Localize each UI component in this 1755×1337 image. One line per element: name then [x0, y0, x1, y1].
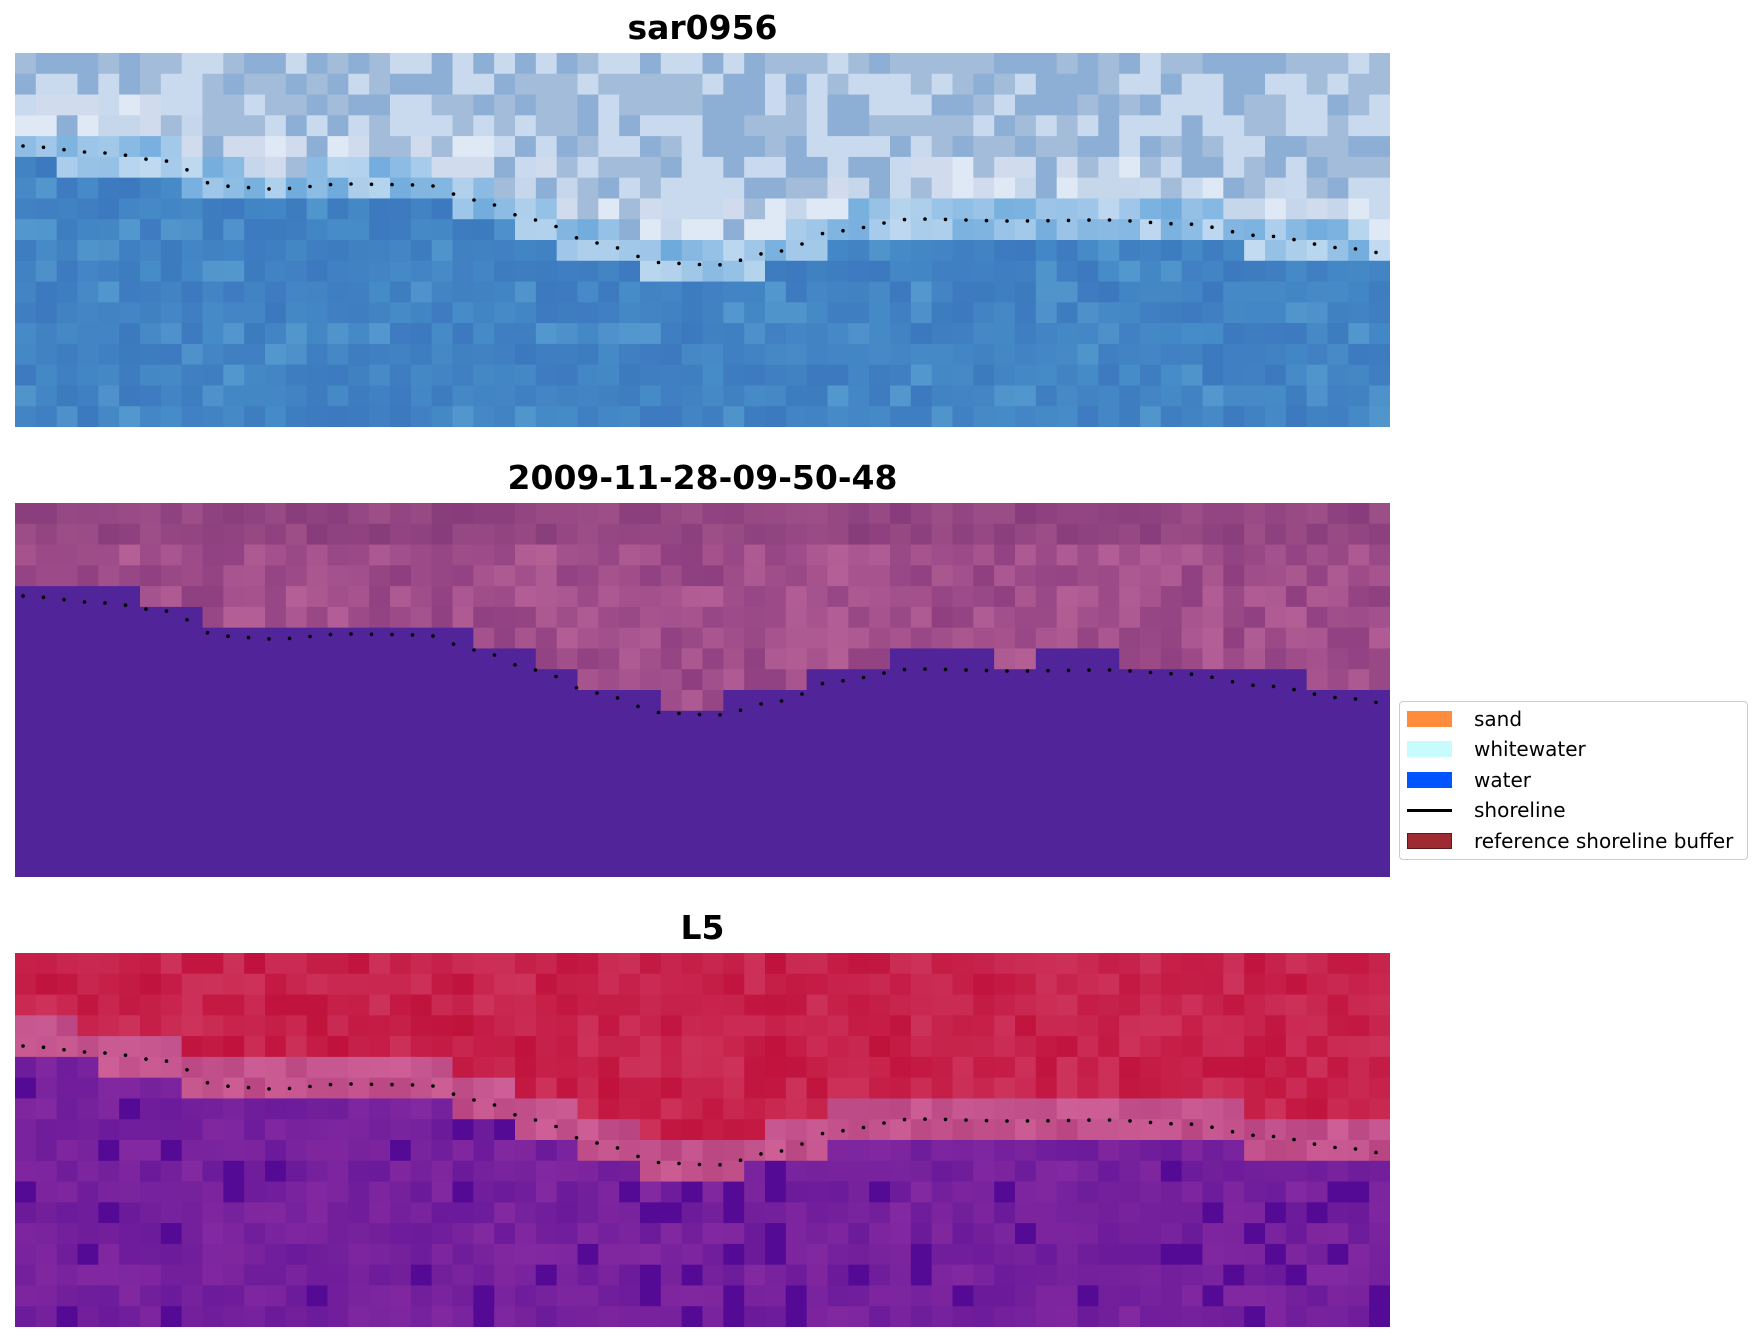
shoreline-dots — [21, 594, 1378, 717]
reference-buffer-swatch — [1407, 833, 1452, 849]
legend-label: shoreline — [1474, 798, 1566, 822]
water-swatch — [1407, 772, 1452, 788]
legend-label: reference shoreline buffer — [1474, 829, 1734, 853]
classified-image-panel — [15, 503, 1390, 877]
legend-item-sand: sand — [1407, 706, 1522, 732]
panel-title-1: sar0956 — [627, 8, 778, 47]
legend-item-water: water — [1407, 767, 1531, 793]
legend-item-whitewater: whitewater — [1407, 736, 1586, 762]
index-image — [15, 953, 1390, 1327]
index-image-panel — [15, 953, 1390, 1327]
panel-title-2: 2009-11-28-09-50-48 — [507, 458, 898, 497]
legend-label: sand — [1474, 707, 1523, 731]
rgb-image-panel — [15, 53, 1390, 427]
sand-swatch — [1407, 711, 1452, 727]
shoreline-dots — [21, 1044, 1378, 1167]
shoreline-dots — [21, 144, 1378, 267]
legend-item-reference-buffer: reference shoreline buffer — [1407, 828, 1733, 854]
panel-title-3: L5 — [680, 908, 725, 947]
legend: sand whitewater water shoreline referenc… — [1399, 701, 1748, 860]
legend-item-shoreline: shoreline — [1407, 797, 1566, 823]
classified-image — [15, 503, 1390, 877]
shoreline-line-swatch — [1407, 808, 1452, 812]
whitewater-swatch — [1407, 741, 1452, 757]
legend-label: water — [1474, 768, 1531, 792]
legend-label: whitewater — [1474, 737, 1586, 761]
rgb-image — [15, 53, 1390, 427]
